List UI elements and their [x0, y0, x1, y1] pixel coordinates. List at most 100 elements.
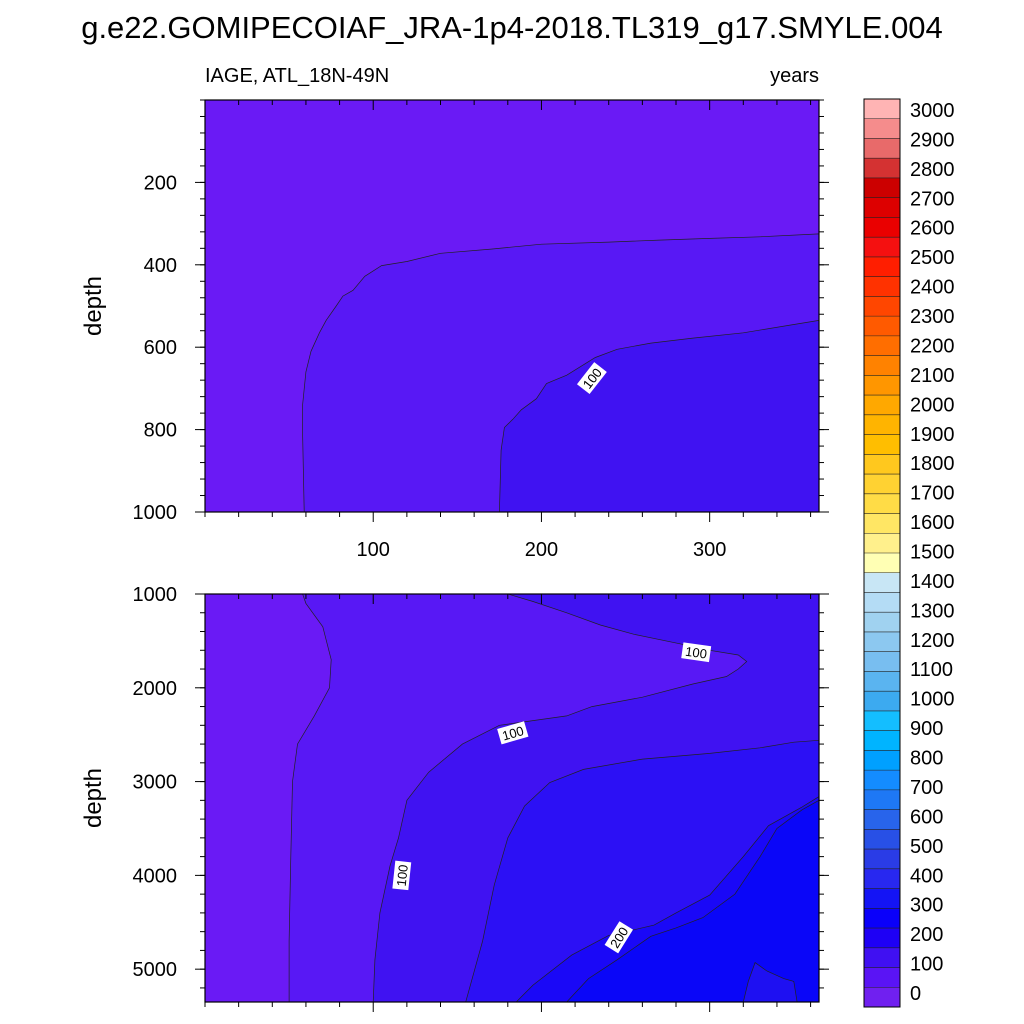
colorbar-box [864, 197, 900, 218]
colorbar-box [864, 395, 900, 416]
colorbar-box [864, 138, 900, 159]
colorbar-label: 500 [910, 836, 943, 858]
colorbar-box [864, 829, 900, 850]
colorbar-box [864, 750, 900, 771]
y-tick-label: 2000 [133, 678, 178, 700]
x-tick-label: 200 [525, 539, 558, 561]
colorbar-label: 300 [910, 895, 943, 917]
colorbar-box [864, 474, 900, 495]
x-tick-label: 300 [693, 539, 726, 561]
y-axis-label: depth [80, 768, 107, 828]
colorbar: 3000290028002700260025002400230022002100… [863, 98, 955, 1008]
colorbar-box [864, 987, 900, 1008]
colorbar-box [864, 770, 900, 791]
colorbar-box [864, 592, 900, 613]
x-axis: 100 200 300 [204, 100, 812, 561]
contour-label: 100 [497, 721, 529, 745]
y-tick-label: 5000 [133, 959, 178, 981]
y-tick-label: 1000 [133, 502, 178, 524]
colorbar-label: 700 [910, 777, 943, 799]
contour-label-text: 100 [684, 644, 708, 662]
contour-fills [205, 100, 819, 512]
colorbar-box [864, 553, 900, 574]
colorbar-label: 1100 [910, 659, 953, 681]
contour-label-box [497, 721, 529, 745]
y-axis: 1000 2000 3000 4000 5000 [133, 584, 829, 989]
colorbar-box [864, 276, 900, 297]
contour-label: 100 [392, 860, 412, 891]
colorbar-box [864, 967, 900, 988]
colorbar-label: 2500 [910, 247, 955, 269]
colorbar-label: 2600 [910, 218, 955, 240]
colorbar-label: 2100 [910, 365, 955, 387]
colorbar-label: 2400 [910, 277, 955, 299]
colorbar-box [864, 908, 900, 929]
colorbar-box [864, 256, 900, 277]
colorbar-label: 900 [910, 718, 943, 740]
colorbar-label: 1200 [910, 630, 955, 652]
y-axis: 200 400 600 800 1000 [133, 99, 829, 524]
colorbar-box [864, 928, 900, 949]
colorbar-label: 600 [910, 806, 943, 828]
colorbar-box [864, 177, 900, 198]
colorbar-label: 2000 [910, 394, 955, 416]
contour-label-box [681, 642, 712, 663]
contour-label-box [604, 921, 634, 954]
colorbar-label: 2700 [910, 188, 955, 210]
colorbar-label: 400 [910, 865, 943, 887]
contour-label-box [576, 362, 607, 395]
contour-label-text: 100 [394, 864, 411, 887]
colorbar-box [864, 789, 900, 810]
y-axis-label: depth [80, 276, 107, 336]
colorbar-box [864, 730, 900, 751]
colorbar-label: 1800 [910, 453, 955, 475]
colorbar-box [864, 434, 900, 455]
y-tick-label: 600 [144, 337, 177, 359]
colorbar-label: 1900 [910, 424, 955, 446]
colorbar-box [864, 691, 900, 712]
colorbar-box [864, 868, 900, 889]
colorbar-box [864, 710, 900, 731]
colorbar-box [864, 572, 900, 593]
colorbar-box [864, 296, 900, 317]
colorbar-box [864, 888, 900, 909]
colorbar-box [864, 375, 900, 396]
colorbar-box [864, 612, 900, 633]
colorbar-frame [863, 98, 901, 1008]
units-label: years [770, 65, 819, 87]
variable-label: IAGE, ATL_18N-49N [205, 65, 389, 87]
colorbar-label: 2900 [910, 129, 955, 151]
colorbar-label: 0 [910, 983, 921, 1005]
colorbar-label: 1000 [910, 689, 955, 711]
contour-band-100-150 [499, 320, 819, 512]
colorbar-box [864, 809, 900, 830]
plot-frame [204, 99, 820, 513]
colorbar-box [864, 533, 900, 554]
colorbar-box [864, 355, 900, 376]
x-tick-label: 100 [357, 539, 390, 561]
colorbar-box [864, 513, 900, 534]
colorbar-label: 1700 [910, 483, 955, 505]
colorbar-box [864, 118, 900, 139]
colorbar-box [864, 414, 900, 435]
contour-label-box [392, 860, 412, 891]
colorbar-label: 2300 [910, 306, 955, 328]
y-tick-label: 1000 [133, 584, 178, 606]
colorbar-label: 1600 [910, 512, 955, 534]
y-tick-label: 4000 [133, 865, 178, 887]
contour-label-text: 100 [500, 723, 525, 743]
colorbar-box [864, 493, 900, 514]
colorbar-box [864, 237, 900, 258]
colorbar-label: 200 [910, 924, 943, 946]
colorbar-box [864, 671, 900, 692]
colorbar-box [864, 947, 900, 968]
x-axis [204, 594, 812, 1012]
colorbar-label: 1300 [910, 600, 955, 622]
plot-frame [204, 593, 820, 1003]
contour-band-250-300 [566, 799, 819, 1002]
colorbar-label: 1500 [910, 542, 955, 564]
chart-title: g.e22.GOMIPECOIAF_JRA-1p4-2018.TL319_g17… [81, 10, 943, 45]
colorbar-box [864, 99, 900, 120]
